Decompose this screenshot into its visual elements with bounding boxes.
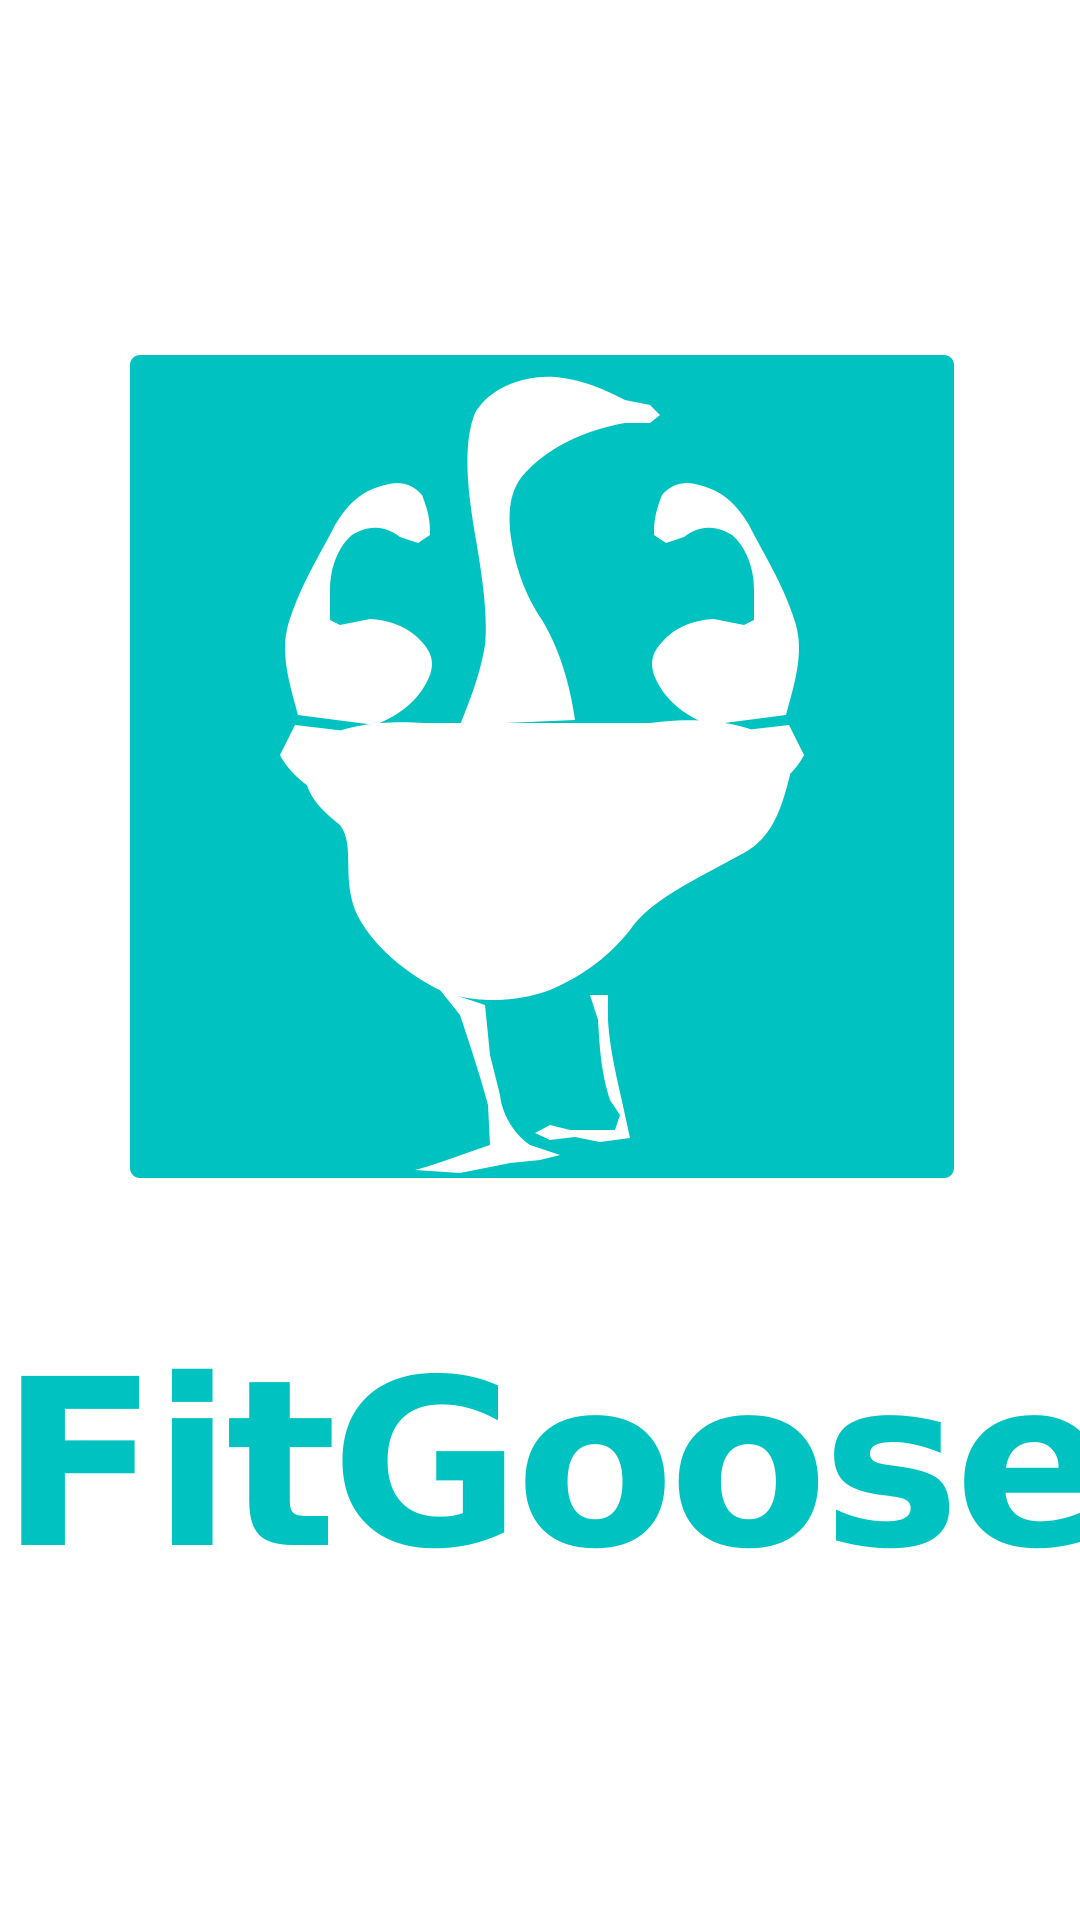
muscular-goose-icon — [280, 376, 804, 1173]
app-logo — [130, 355, 954, 1178]
app-name-title: FitGoose — [0, 1330, 1080, 1600]
